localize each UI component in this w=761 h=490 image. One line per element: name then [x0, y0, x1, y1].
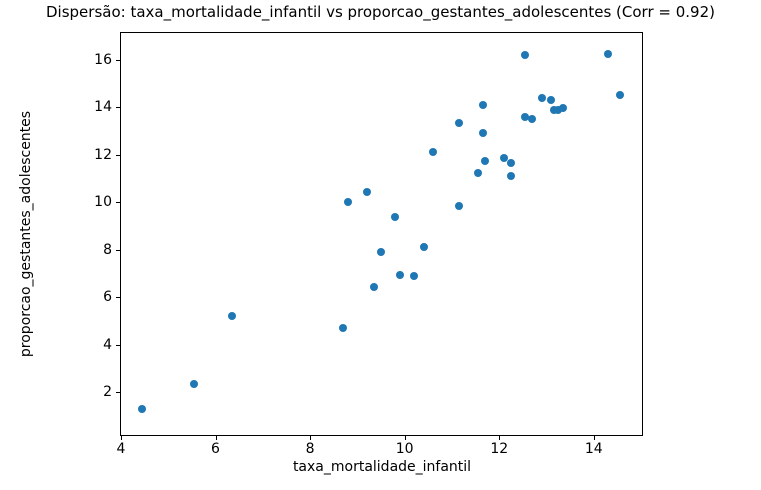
- data-point: [339, 324, 348, 333]
- data-point: [478, 100, 487, 109]
- data-point: [604, 49, 612, 58]
- data-point: [537, 93, 546, 102]
- data-point: [369, 282, 378, 291]
- data-point: [455, 201, 464, 210]
- x-tick-mark: [404, 436, 406, 440]
- x-tick-mark: [593, 436, 595, 440]
- x-tick-mark: [499, 436, 501, 440]
- data-point: [478, 129, 487, 138]
- data-point: [521, 112, 530, 121]
- y-tick-label: 12: [94, 146, 112, 163]
- y-tick-label: 14: [94, 99, 112, 116]
- y-tick-label: 6: [103, 289, 112, 306]
- x-tick-label: 4: [116, 441, 126, 457]
- data-point: [377, 248, 386, 257]
- y-axis-label: proporcao_gestantes_adolescentes: [18, 110, 34, 358]
- data-point: [528, 115, 537, 124]
- data-point: [507, 172, 516, 181]
- data-point: [228, 312, 237, 321]
- data-point: [615, 91, 624, 100]
- x-tick-mark: [310, 436, 312, 440]
- x-tick-label: 8: [305, 441, 315, 457]
- x-tick-label: 6: [211, 441, 220, 457]
- data-point: [499, 154, 508, 163]
- y-tick-mark: [116, 59, 120, 61]
- chart-title: Dispersão: taxa_mortalidade_infantil vs …: [46, 3, 715, 21]
- y-tick-label: 8: [103, 241, 112, 258]
- y-tick-mark: [116, 344, 120, 346]
- data-point: [507, 159, 516, 168]
- data-point: [410, 271, 419, 280]
- data-point: [343, 198, 352, 207]
- data-point: [559, 104, 568, 113]
- x-tick-mark: [215, 436, 217, 440]
- data-point: [138, 405, 147, 414]
- x-tick-mark: [120, 436, 122, 440]
- data-point: [521, 50, 530, 59]
- data-point: [429, 148, 438, 157]
- x-tick-label: 10: [395, 441, 414, 457]
- data-point: [190, 380, 199, 389]
- y-tick-mark: [116, 249, 120, 251]
- data-point: [362, 187, 371, 196]
- data-point: [481, 156, 490, 165]
- data-point: [419, 243, 428, 252]
- y-tick-label: 2: [103, 384, 112, 401]
- y-tick-mark: [116, 392, 120, 394]
- y-tick-mark: [116, 202, 120, 204]
- y-tick-label: 16: [94, 51, 112, 68]
- data-point: [549, 105, 558, 114]
- data-point: [554, 105, 563, 114]
- x-axis-label: taxa_mortalidade_infantil: [292, 459, 472, 475]
- plot-area: [120, 32, 643, 436]
- y-tick-mark: [116, 297, 120, 299]
- data-point: [455, 118, 464, 127]
- y-tick-mark: [116, 154, 120, 156]
- data-point: [547, 96, 556, 104]
- data-point: [391, 212, 400, 221]
- data-point: [395, 270, 404, 279]
- y-tick-label: 10: [94, 194, 112, 211]
- y-tick-label: 4: [103, 336, 112, 353]
- y-tick-mark: [116, 107, 120, 109]
- x-tick-label: 14: [584, 441, 603, 457]
- x-tick-label: 12: [490, 441, 509, 457]
- data-point: [473, 168, 482, 177]
